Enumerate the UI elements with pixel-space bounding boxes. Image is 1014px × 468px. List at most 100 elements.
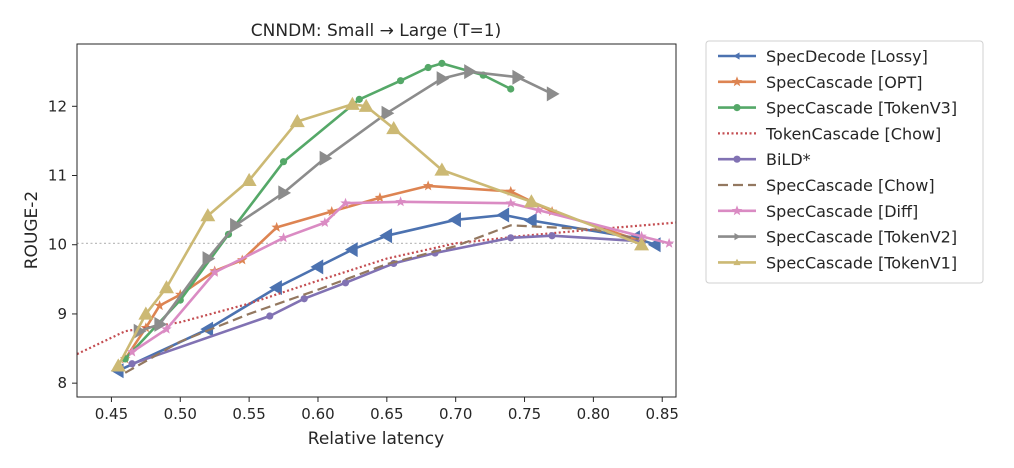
data-point	[159, 280, 175, 294]
data-point	[436, 71, 450, 87]
data-point	[319, 150, 333, 166]
data-point	[386, 120, 402, 135]
data-point	[636, 230, 647, 241]
x-axis-title: Relative latency	[308, 429, 444, 449]
legend-label: BiLD*	[766, 150, 811, 169]
data-point	[266, 312, 274, 320]
legend-item: SpecCascade [Diff]	[718, 202, 918, 221]
data-point	[202, 251, 216, 267]
series-line	[124, 224, 649, 374]
x-tick-label: 0.80	[577, 405, 610, 423]
legend-item: SpecCascade [TokenV3]	[718, 99, 957, 118]
series-7	[133, 64, 560, 339]
data-point	[448, 212, 461, 228]
plot-frame	[76, 43, 677, 398]
data-point	[140, 322, 152, 333]
data-point	[154, 316, 168, 332]
data-point	[512, 69, 526, 85]
legend-item: TokenCascade [Chow]	[718, 124, 941, 143]
x-tick-label: 0.70	[439, 405, 472, 423]
x-tick-label: 0.55	[232, 405, 265, 423]
data-point	[546, 86, 560, 102]
data-point	[341, 279, 350, 287]
x-tick-label: 0.60	[301, 405, 334, 423]
data-point	[209, 266, 220, 277]
data-point	[424, 63, 432, 72]
data-point	[289, 114, 305, 128]
plot-area: 0.45 0.50 0.55 0.60 0.65 0.70 0.75 0.80 0.85 8 9 10…	[48, 43, 679, 423]
data-point	[548, 232, 556, 240]
data-point	[523, 194, 539, 208]
data-point	[505, 197, 516, 208]
y-tick-label: 10	[48, 236, 67, 254]
data-point	[161, 323, 172, 334]
legend-label: SpecCascade [TokenV3]	[766, 99, 957, 118]
data-point	[340, 197, 351, 208]
series-8	[110, 96, 650, 372]
legend-item: SpecDecode [Lossy]	[718, 47, 928, 66]
y-tick-label: 11	[48, 167, 67, 185]
data-point	[110, 358, 126, 372]
legend-label: SpecDecode [Lossy]	[766, 47, 928, 66]
legend-label: SpecCascade [TokenV2]	[766, 228, 957, 247]
data-point	[634, 237, 650, 251]
y-tick-label: 8	[57, 374, 67, 392]
series-4	[128, 232, 646, 368]
x-tick-label: 0.75	[508, 405, 541, 423]
data-point	[269, 280, 282, 296]
legend-label: TokenCascade [Chow]	[765, 124, 941, 143]
data-point	[533, 204, 544, 215]
data-point	[505, 185, 516, 196]
data-point	[344, 96, 360, 110]
legend-marker	[733, 52, 740, 60]
data-point	[138, 306, 154, 320]
data-point	[496, 207, 510, 223]
data-point	[200, 208, 216, 222]
data-point	[379, 228, 393, 244]
chart-title: CNNDM: Small → Large (T=1)	[251, 21, 501, 41]
data-point	[133, 323, 147, 339]
data-point	[355, 95, 363, 103]
data-point	[523, 213, 537, 228]
legend-item: SpecCascade [Chow]	[718, 176, 935, 195]
legend-label: SpecCascade [OPT]	[766, 73, 922, 92]
data-point	[279, 158, 288, 166]
data-point	[358, 98, 374, 112]
data-point	[464, 64, 477, 80]
data-point	[374, 192, 386, 203]
data-point	[271, 221, 282, 232]
data-point	[230, 217, 243, 233]
legend: SpecDecode [Lossy] SpecCascade [OPT] SpecC…	[705, 40, 984, 284]
y-tick-label: 12	[48, 97, 67, 115]
data-point	[300, 295, 308, 303]
legend-box	[705, 40, 984, 284]
data-point	[663, 237, 675, 248]
data-point	[381, 105, 395, 121]
x-tick-label: 0.45	[95, 405, 128, 423]
data-point	[278, 185, 292, 201]
data-point	[319, 217, 331, 228]
legend-marker	[734, 233, 741, 241]
data-point	[344, 242, 358, 258]
series-line	[124, 62, 512, 360]
y-tick-label: 9	[57, 305, 67, 323]
data-point	[154, 300, 165, 311]
legend-marker	[733, 155, 741, 163]
data-point	[396, 77, 405, 85]
data-point	[434, 162, 450, 176]
data-point	[200, 321, 214, 337]
legend-item: SpecCascade [TokenV1]	[718, 253, 957, 272]
data-point	[278, 232, 289, 243]
legend-item: SpecCascade [TokenV2]	[718, 228, 957, 247]
y-axis-title: ROUGE-2	[22, 191, 42, 270]
legend-item: BiLD*	[718, 150, 811, 169]
data-point	[422, 180, 434, 191]
data-point	[126, 346, 138, 357]
legend-marker	[733, 258, 741, 266]
data-point	[507, 234, 515, 242]
data-point	[241, 172, 257, 186]
data-point	[395, 196, 406, 207]
x-tick-label: 0.85	[646, 405, 679, 423]
series-2	[121, 59, 515, 363]
legend-label: SpecCascade [Diff]	[766, 202, 918, 221]
